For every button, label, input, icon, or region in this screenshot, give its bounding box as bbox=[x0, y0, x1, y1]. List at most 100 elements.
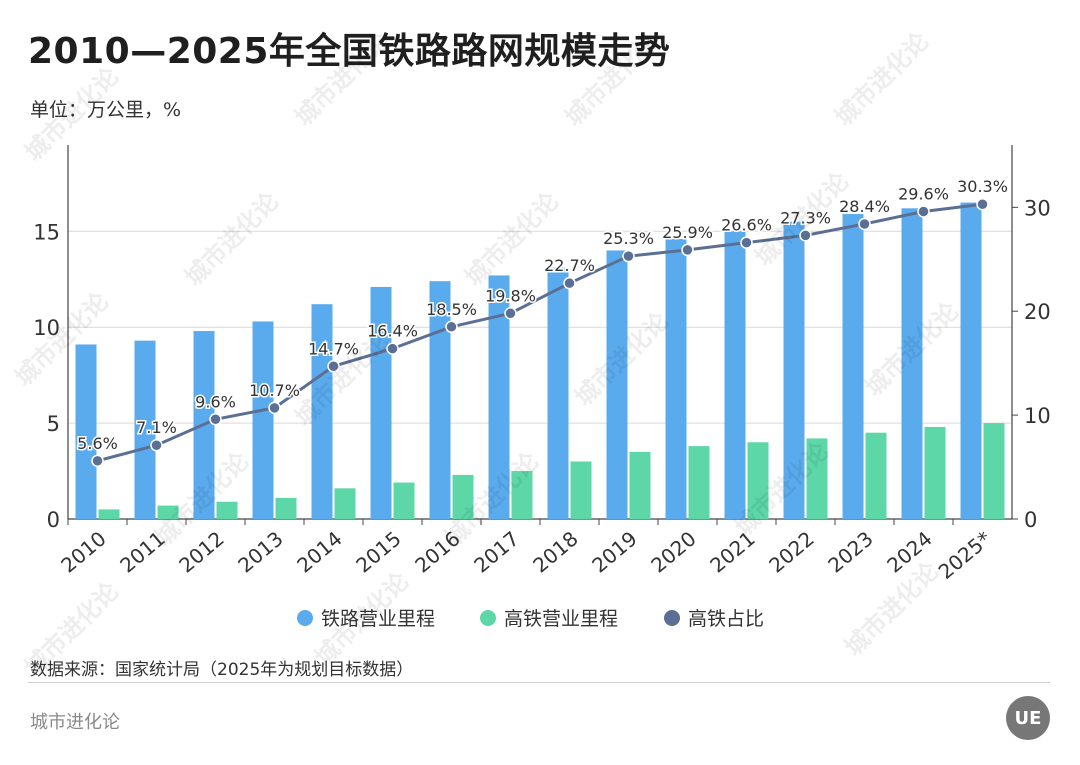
data-label-hsr-share: 25.9% bbox=[662, 223, 713, 242]
x-tick-label: 2017 bbox=[469, 526, 523, 577]
point-hsr-share bbox=[976, 197, 989, 211]
x-tick-label: 2018 bbox=[528, 526, 582, 577]
bar-hsr-mileage bbox=[511, 471, 533, 519]
point-hsr-share bbox=[504, 307, 517, 320]
bar-rail-mileage bbox=[429, 281, 451, 519]
x-tick-label: 2019 bbox=[587, 526, 641, 577]
bar-hsr-mileage bbox=[629, 451, 651, 519]
data-label-hsr-share: 5.6% bbox=[77, 434, 118, 453]
point-hsr-share bbox=[268, 401, 281, 415]
point-hsr-share bbox=[858, 217, 871, 231]
source-note: 数据来源：国家统计局（2025年为规划目标数据） bbox=[30, 660, 414, 680]
x-tick-label: 2016 bbox=[410, 526, 464, 577]
point-hsr-share bbox=[91, 454, 104, 468]
y-right-tick-label: 30 bbox=[1024, 196, 1051, 220]
data-label-hsr-share: 10.7% bbox=[249, 381, 300, 400]
bar-hsr-mileage bbox=[570, 461, 592, 519]
point-hsr-share bbox=[327, 360, 340, 373]
point-hsr-share bbox=[563, 276, 576, 290]
bar-rail-mileage bbox=[783, 221, 805, 519]
point-hsr-share bbox=[799, 229, 812, 242]
bar-rail-mileage bbox=[252, 321, 274, 519]
y-left-tick-label: 0 bbox=[47, 508, 60, 532]
y-right-tick-label: 10 bbox=[1024, 404, 1051, 428]
bar-hsr-mileage bbox=[688, 446, 710, 519]
unit-label: 单位：万公里，% bbox=[30, 99, 182, 121]
x-tick-label: 2010 bbox=[56, 526, 110, 577]
x-tick-label: 2013 bbox=[233, 526, 287, 577]
bar-rail-mileage bbox=[311, 304, 333, 519]
bar-hsr-mileage bbox=[806, 438, 828, 519]
bar-hsr-mileage bbox=[157, 505, 179, 519]
legend-label: 高铁占比 bbox=[688, 608, 764, 630]
legend-marker bbox=[297, 610, 313, 626]
bar-rail-mileage bbox=[370, 286, 392, 519]
data-label-hsr-share: 7.1% bbox=[136, 418, 177, 437]
data-label-hsr-share: 19.8% bbox=[485, 286, 536, 305]
data-label-hsr-share: 30.3% bbox=[957, 177, 1008, 196]
line-hsr-share bbox=[97, 202, 983, 463]
x-tick-label: 2021 bbox=[705, 526, 759, 577]
data-label-hsr-share: 9.6% bbox=[195, 392, 236, 411]
x-tick-label: 2020 bbox=[646, 526, 700, 577]
legend-marker bbox=[664, 610, 680, 626]
x-tick-label: 2011 bbox=[115, 526, 169, 577]
point-hsr-share bbox=[386, 342, 399, 355]
point-hsr-share bbox=[917, 205, 930, 218]
bar-rail-mileage bbox=[665, 238, 687, 519]
divider bbox=[28, 682, 1050, 683]
x-tick-label: 2022 bbox=[764, 526, 818, 577]
data-label-hsr-share: 18.5% bbox=[426, 300, 477, 319]
bar-hsr-mileage bbox=[275, 497, 297, 519]
point-hsr-share bbox=[209, 413, 222, 426]
chart-title: 2010—2025年全国铁路路网规模走势 bbox=[28, 31, 671, 72]
bar-rail-mileage bbox=[901, 208, 923, 520]
legend-marker bbox=[480, 610, 496, 626]
x-tick-label: 2023 bbox=[823, 526, 877, 577]
bar-rail-mileage bbox=[606, 250, 628, 519]
point-hsr-share bbox=[150, 438, 163, 452]
data-label-hsr-share: 14.7% bbox=[308, 339, 359, 358]
point-hsr-share bbox=[740, 236, 753, 249]
x-tick-label: 2025* bbox=[934, 526, 996, 584]
bar-hsr-mileage bbox=[865, 432, 887, 519]
brand-logo: UE bbox=[1006, 696, 1050, 740]
y-right-tick-label: 0 bbox=[1024, 508, 1037, 532]
legend-label: 高铁营业里程 bbox=[504, 608, 618, 630]
x-tick-label: 2014 bbox=[292, 526, 346, 577]
data-label-hsr-share: 27.3% bbox=[780, 208, 831, 227]
bar-rail-mileage bbox=[488, 275, 510, 519]
data-label-hsr-share: 16.4% bbox=[367, 322, 418, 341]
point-hsr-share bbox=[445, 320, 458, 334]
data-label-hsr-share: 29.6% bbox=[898, 184, 949, 203]
bar-hsr-mileage bbox=[983, 423, 1005, 519]
bar-rail-mileage bbox=[134, 340, 156, 519]
y-left-tick-label: 5 bbox=[47, 412, 60, 436]
bar-hsr-mileage bbox=[747, 442, 769, 519]
bar-rail-mileage bbox=[75, 344, 97, 519]
point-hsr-share bbox=[622, 249, 635, 263]
y-right-tick-label: 20 bbox=[1024, 300, 1051, 324]
bar-hsr-mileage bbox=[216, 501, 238, 519]
bar-hsr-mileage bbox=[393, 482, 415, 519]
x-tick-label: 2015 bbox=[351, 526, 405, 577]
y-left-tick-label: 10 bbox=[33, 316, 60, 340]
y-left-tick-label: 15 bbox=[33, 220, 60, 244]
x-tick-label: 2012 bbox=[174, 526, 228, 577]
point-hsr-share bbox=[681, 243, 694, 257]
bar-hsr-mileage bbox=[452, 474, 474, 519]
data-label-hsr-share: 25.3% bbox=[603, 229, 654, 248]
bar-rail-mileage bbox=[547, 267, 569, 519]
bar-hsr-mileage bbox=[334, 488, 356, 519]
brand-name: 城市进化论 bbox=[30, 712, 120, 733]
bar-rail-mileage bbox=[960, 202, 982, 520]
bar-rail-mileage bbox=[724, 231, 746, 520]
bar-rail-mileage bbox=[842, 214, 864, 520]
data-label-hsr-share: 26.6% bbox=[721, 216, 772, 235]
data-label-hsr-share: 28.4% bbox=[839, 197, 890, 216]
bar-hsr-mileage bbox=[924, 426, 946, 519]
legend-label: 铁路营业里程 bbox=[321, 608, 435, 630]
bar-hsr-mileage bbox=[98, 509, 120, 519]
x-tick-label: 2024 bbox=[882, 526, 936, 577]
